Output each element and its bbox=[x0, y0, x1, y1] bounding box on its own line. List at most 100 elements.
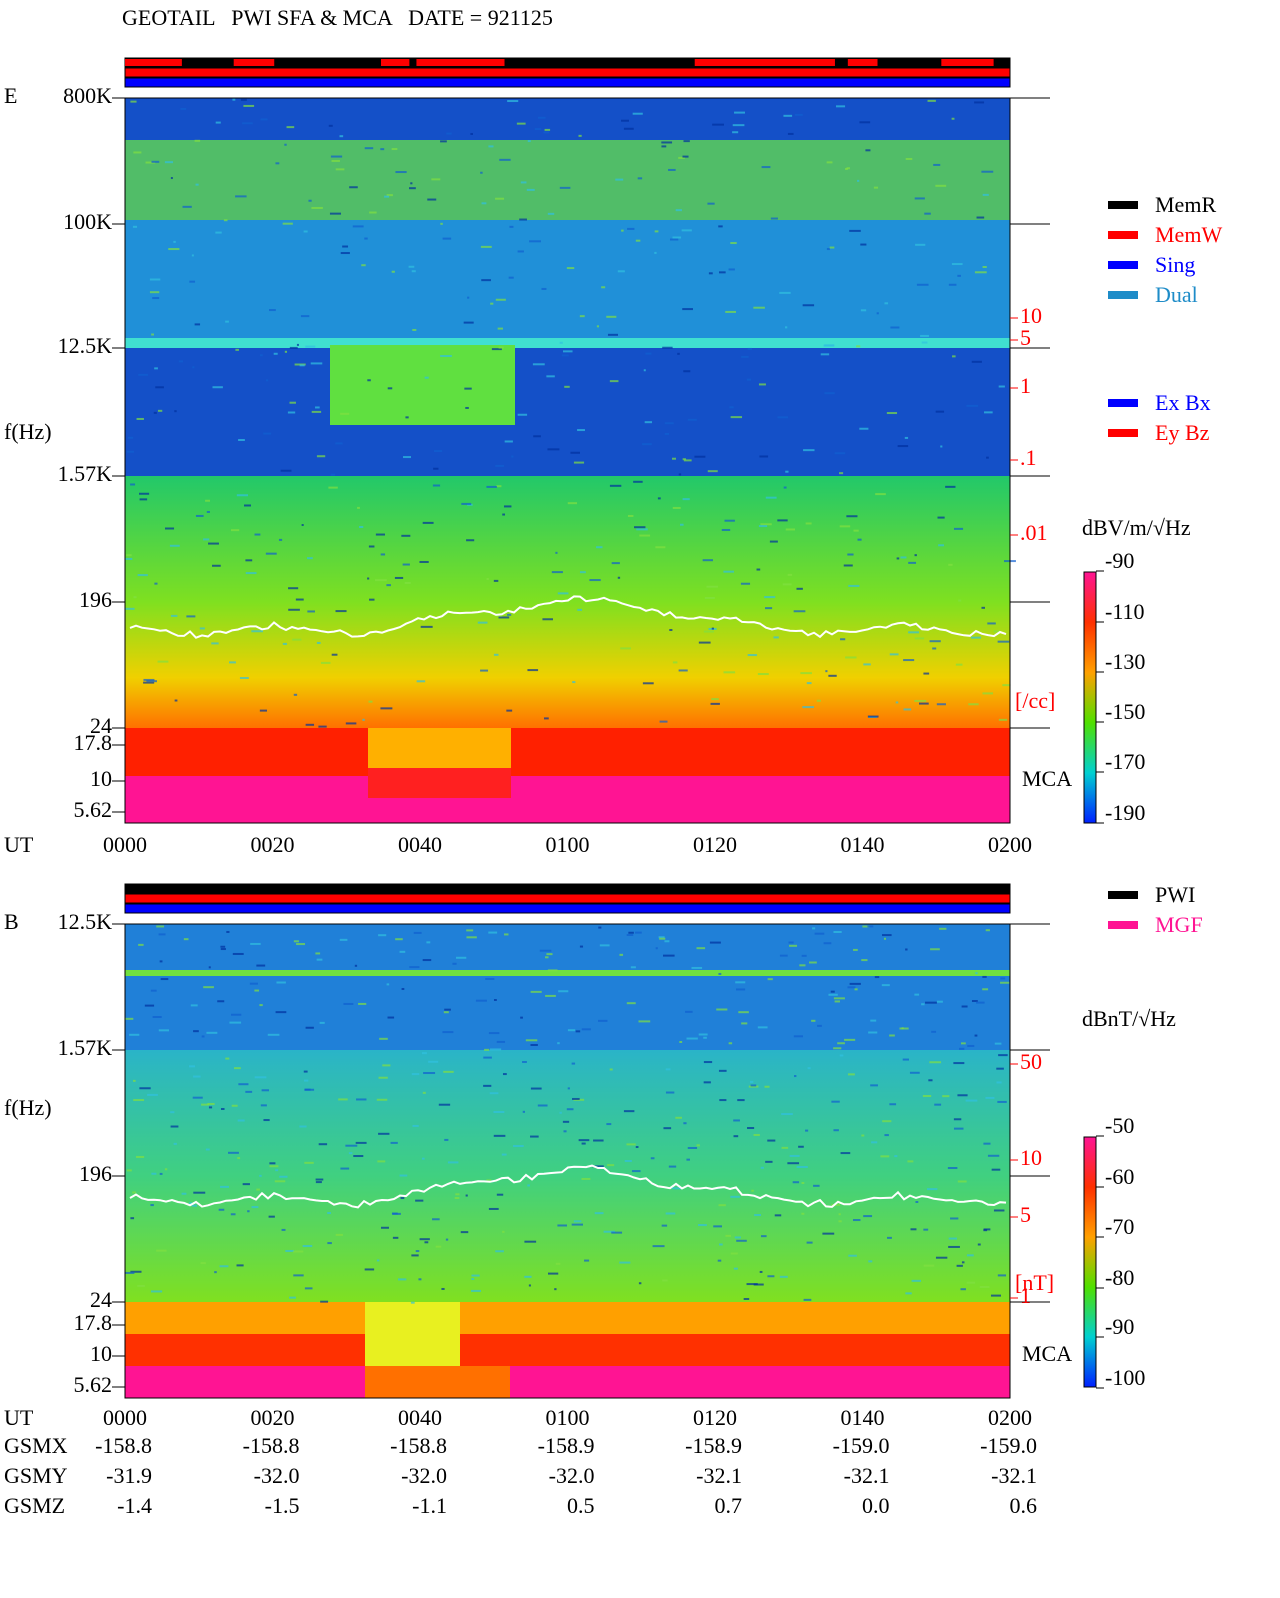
speckle bbox=[164, 161, 174, 164]
speckle bbox=[493, 653, 499, 656]
status-seg bbox=[380, 59, 410, 66]
speckle bbox=[164, 1168, 168, 1171]
legend-swatch bbox=[1108, 261, 1138, 269]
speckle bbox=[537, 1104, 548, 1107]
speckle bbox=[465, 406, 469, 409]
speckle bbox=[170, 177, 173, 180]
speckle bbox=[658, 936, 665, 939]
speckle bbox=[349, 186, 358, 189]
speckle bbox=[151, 160, 160, 163]
speckle bbox=[244, 504, 251, 507]
speckle bbox=[539, 949, 552, 952]
band bbox=[125, 220, 1010, 340]
speckle bbox=[603, 1230, 615, 1233]
speckle bbox=[340, 252, 350, 255]
speckle bbox=[665, 1091, 675, 1094]
speckle bbox=[606, 315, 617, 318]
speckle bbox=[783, 114, 793, 117]
speckle bbox=[757, 1026, 768, 1029]
speckle bbox=[488, 1032, 500, 1035]
speckle bbox=[644, 421, 653, 424]
speckle bbox=[534, 128, 542, 131]
speckle bbox=[661, 1224, 668, 1227]
speckle bbox=[559, 186, 571, 189]
speckle bbox=[773, 636, 779, 639]
speckle bbox=[423, 1072, 436, 1075]
speckle bbox=[239, 676, 249, 679]
y-tick-label: 24 bbox=[90, 713, 112, 738]
speckle bbox=[499, 158, 511, 161]
speckle bbox=[875, 493, 886, 496]
speckle bbox=[193, 1075, 201, 1078]
speckle bbox=[592, 1165, 604, 1168]
density-tick: .01 bbox=[1020, 520, 1048, 545]
speckle bbox=[802, 706, 815, 709]
speckle bbox=[215, 231, 222, 234]
speckle bbox=[982, 193, 989, 196]
speckle bbox=[466, 929, 474, 932]
speckle bbox=[611, 562, 620, 565]
speckle bbox=[551, 571, 563, 574]
speckle bbox=[329, 212, 342, 215]
speckle bbox=[392, 1236, 399, 1239]
speckle bbox=[829, 246, 835, 249]
speckle bbox=[974, 271, 987, 274]
speckle bbox=[263, 1119, 270, 1122]
speckle bbox=[924, 212, 931, 215]
speckle bbox=[401, 534, 411, 537]
speckle bbox=[486, 577, 489, 580]
speckle bbox=[203, 538, 210, 541]
speckle bbox=[915, 1200, 919, 1203]
legend-label: PWI bbox=[1155, 882, 1195, 907]
speckle bbox=[195, 514, 204, 517]
speckle bbox=[861, 959, 868, 962]
x-tick-label: 0040 bbox=[398, 832, 442, 857]
speckle bbox=[824, 392, 835, 395]
speckle bbox=[934, 1103, 942, 1106]
speckle bbox=[572, 681, 576, 684]
speckle bbox=[638, 1282, 642, 1285]
speckle bbox=[631, 1170, 641, 1173]
speckle bbox=[191, 254, 194, 257]
speckle bbox=[833, 997, 845, 1000]
speckle bbox=[223, 219, 228, 222]
speckle bbox=[126, 554, 132, 557]
status-bar bbox=[124, 77, 1011, 88]
orbit-label: GSMX bbox=[4, 1433, 68, 1458]
speckle bbox=[555, 551, 558, 554]
speckle bbox=[578, 134, 582, 137]
speckle bbox=[665, 1212, 676, 1215]
density-tick: 10 bbox=[1020, 303, 1042, 328]
speckle bbox=[635, 239, 641, 242]
speckle bbox=[463, 321, 474, 324]
status-seg bbox=[416, 59, 467, 66]
speckle bbox=[718, 225, 723, 228]
speckle bbox=[914, 197, 925, 200]
x-tick-label: 0100 bbox=[546, 1405, 590, 1430]
speckle bbox=[698, 641, 711, 644]
speckle bbox=[543, 131, 550, 134]
speckle bbox=[386, 584, 391, 587]
y-tick-label: 12.5K bbox=[58, 909, 113, 934]
speckle bbox=[495, 298, 506, 301]
speckle bbox=[711, 698, 719, 701]
speckle bbox=[860, 309, 867, 312]
speckle bbox=[765, 1160, 773, 1163]
speckle bbox=[682, 155, 689, 158]
speckle bbox=[767, 978, 773, 981]
speckle bbox=[138, 373, 148, 376]
speckle bbox=[637, 177, 643, 180]
speckle bbox=[1000, 981, 1010, 984]
colorbar bbox=[1083, 1136, 1097, 1388]
speckle bbox=[756, 568, 761, 571]
speckle bbox=[136, 417, 144, 420]
speckle bbox=[750, 1084, 757, 1087]
speckle bbox=[734, 111, 746, 114]
speckle bbox=[952, 355, 956, 358]
speckle bbox=[816, 699, 821, 702]
speckle bbox=[154, 582, 158, 585]
speckle bbox=[330, 473, 336, 476]
speckle bbox=[919, 702, 929, 705]
speckle bbox=[669, 628, 673, 631]
speckle bbox=[375, 533, 385, 536]
